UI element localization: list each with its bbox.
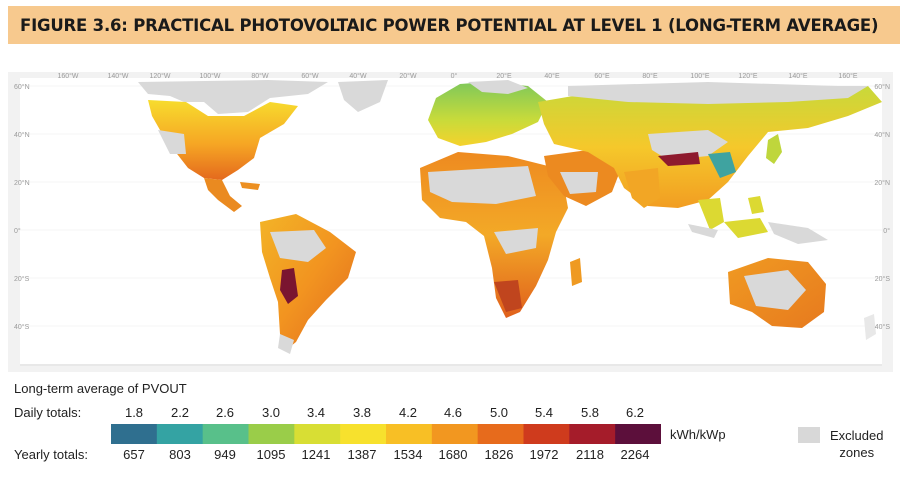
lon-label: 0° bbox=[451, 72, 458, 80]
daily-tick: 5.0 bbox=[489, 405, 509, 420]
ramp-segment bbox=[340, 424, 387, 444]
lon-label: 140°E bbox=[788, 72, 807, 80]
lat-label: 40°N bbox=[14, 131, 30, 139]
excluded-zones-swatch bbox=[798, 427, 820, 443]
lon-label: 120°W bbox=[149, 72, 170, 80]
new-zealand bbox=[864, 314, 876, 340]
lon-label: 40°E bbox=[544, 72, 560, 80]
lon-label: 80°W bbox=[251, 72, 269, 80]
lon-label: 60°E bbox=[594, 72, 610, 80]
greenland bbox=[338, 80, 388, 112]
lon-label: 80°E bbox=[642, 72, 658, 80]
antarctica-edge bbox=[20, 364, 882, 366]
lat-label: 60°N bbox=[874, 83, 890, 91]
yearly-tick: 1972 bbox=[529, 447, 559, 462]
daily-tick: 4.6 bbox=[443, 405, 463, 420]
lat-label: 0° bbox=[883, 227, 890, 235]
ramp-segment bbox=[156, 424, 204, 444]
latitude-labels-right: 60°N 40°N 20°N 0° 20°S 40°S bbox=[874, 83, 890, 331]
lat-label: 20°N bbox=[874, 179, 890, 187]
lon-label: 100°W bbox=[199, 72, 220, 80]
australia-region bbox=[728, 258, 826, 328]
yearly-tick: 1534 bbox=[393, 447, 423, 462]
ramp-segment bbox=[202, 424, 249, 444]
yearly-tick: 1680 bbox=[438, 447, 468, 462]
yearly-tick: 2118 bbox=[576, 447, 604, 462]
ramp-segment bbox=[615, 424, 661, 444]
yearly-totals-label: Yearly totals: bbox=[14, 447, 88, 462]
ramp-segment bbox=[523, 424, 570, 444]
unit-label: kWh/kWp bbox=[670, 427, 726, 442]
excluded-label-line1: Excluded bbox=[830, 428, 884, 443]
daily-totals-label: Daily totals: bbox=[14, 405, 82, 420]
ramp-segment bbox=[477, 424, 524, 444]
ramp-segment bbox=[569, 424, 616, 444]
ramp-segment bbox=[431, 424, 479, 444]
yearly-tick: 1095 bbox=[256, 447, 286, 462]
japan bbox=[766, 134, 782, 164]
middle-east-region bbox=[544, 150, 622, 206]
daily-tick: 1.8 bbox=[124, 405, 144, 420]
lat-label: 40°S bbox=[14, 323, 30, 331]
lon-label: 40°W bbox=[349, 72, 367, 80]
ramp-segment bbox=[248, 424, 295, 444]
yearly-tick: 1241 bbox=[301, 447, 331, 462]
lon-label: 120°E bbox=[738, 72, 757, 80]
yearly-tick: 1387 bbox=[347, 447, 377, 462]
lon-label: 140°W bbox=[107, 72, 128, 80]
daily-tick: 3.4 bbox=[306, 405, 326, 420]
lon-label: 160°E bbox=[838, 72, 857, 80]
figure-title-bar: FIGURE 3.6: PRACTICAL PHOTOVOLTAIC POWER… bbox=[8, 6, 900, 44]
lon-label: 20°W bbox=[399, 72, 417, 80]
lat-label: 40°N bbox=[874, 131, 890, 139]
lat-label: 20°S bbox=[14, 275, 30, 283]
longitude-labels: 160°W 140°W 120°W 100°W 80°W 60°W 40°W 2… bbox=[57, 72, 857, 80]
daily-tick: 5.4 bbox=[534, 405, 554, 420]
ramp-segment bbox=[111, 424, 158, 444]
lat-label: 20°N bbox=[14, 179, 30, 187]
lon-label: 20°E bbox=[496, 72, 512, 80]
daily-tick: 3.0 bbox=[261, 405, 281, 420]
daily-tick: 2.2 bbox=[170, 405, 190, 420]
south-america-region bbox=[260, 214, 356, 354]
lon-label: 160°W bbox=[57, 72, 78, 80]
yearly-tick: 2264 bbox=[620, 447, 650, 462]
yearly-tick: 657 bbox=[123, 447, 145, 462]
yearly-tick: 803 bbox=[169, 447, 191, 462]
yearly-tick: 1826 bbox=[484, 447, 514, 462]
figure-title: FIGURE 3.6: PRACTICAL PHOTOVOLTAIC POWER… bbox=[20, 15, 879, 35]
daily-tick: 3.8 bbox=[352, 405, 372, 420]
latitude-labels-left: 60°N 40°N 20°N 0° 20°S 40°S bbox=[14, 83, 30, 331]
daily-tick: 6.2 bbox=[625, 405, 645, 420]
africa-region bbox=[420, 152, 582, 318]
world-map: 160°W 140°W 120°W 100°W 80°W 60°W 40°W 2… bbox=[8, 72, 893, 372]
excluded-label-line2: zones bbox=[839, 445, 875, 460]
yearly-tick: 949 bbox=[214, 447, 236, 462]
europe-region bbox=[428, 80, 548, 146]
excluded-zones-label: Excluded zones bbox=[830, 427, 883, 461]
ramp-segment bbox=[386, 424, 433, 444]
color-ramp bbox=[111, 424, 661, 444]
lat-label: 40°S bbox=[875, 323, 891, 331]
ramp-segment bbox=[294, 424, 341, 444]
daily-tick: 5.8 bbox=[580, 405, 600, 420]
southeast-asia-region bbox=[688, 196, 828, 244]
daily-tick: 2.6 bbox=[215, 405, 235, 420]
asia-region bbox=[538, 82, 882, 208]
lat-label: 0° bbox=[14, 227, 21, 235]
daily-tick: 4.2 bbox=[398, 405, 418, 420]
lat-label: 60°N bbox=[14, 83, 30, 91]
lon-label: 100°E bbox=[690, 72, 709, 80]
legend-title: Long-term average of PVOUT bbox=[14, 381, 187, 396]
north-america-region bbox=[138, 80, 328, 212]
lat-label: 20°S bbox=[875, 275, 891, 283]
lon-label: 60°W bbox=[301, 72, 319, 80]
